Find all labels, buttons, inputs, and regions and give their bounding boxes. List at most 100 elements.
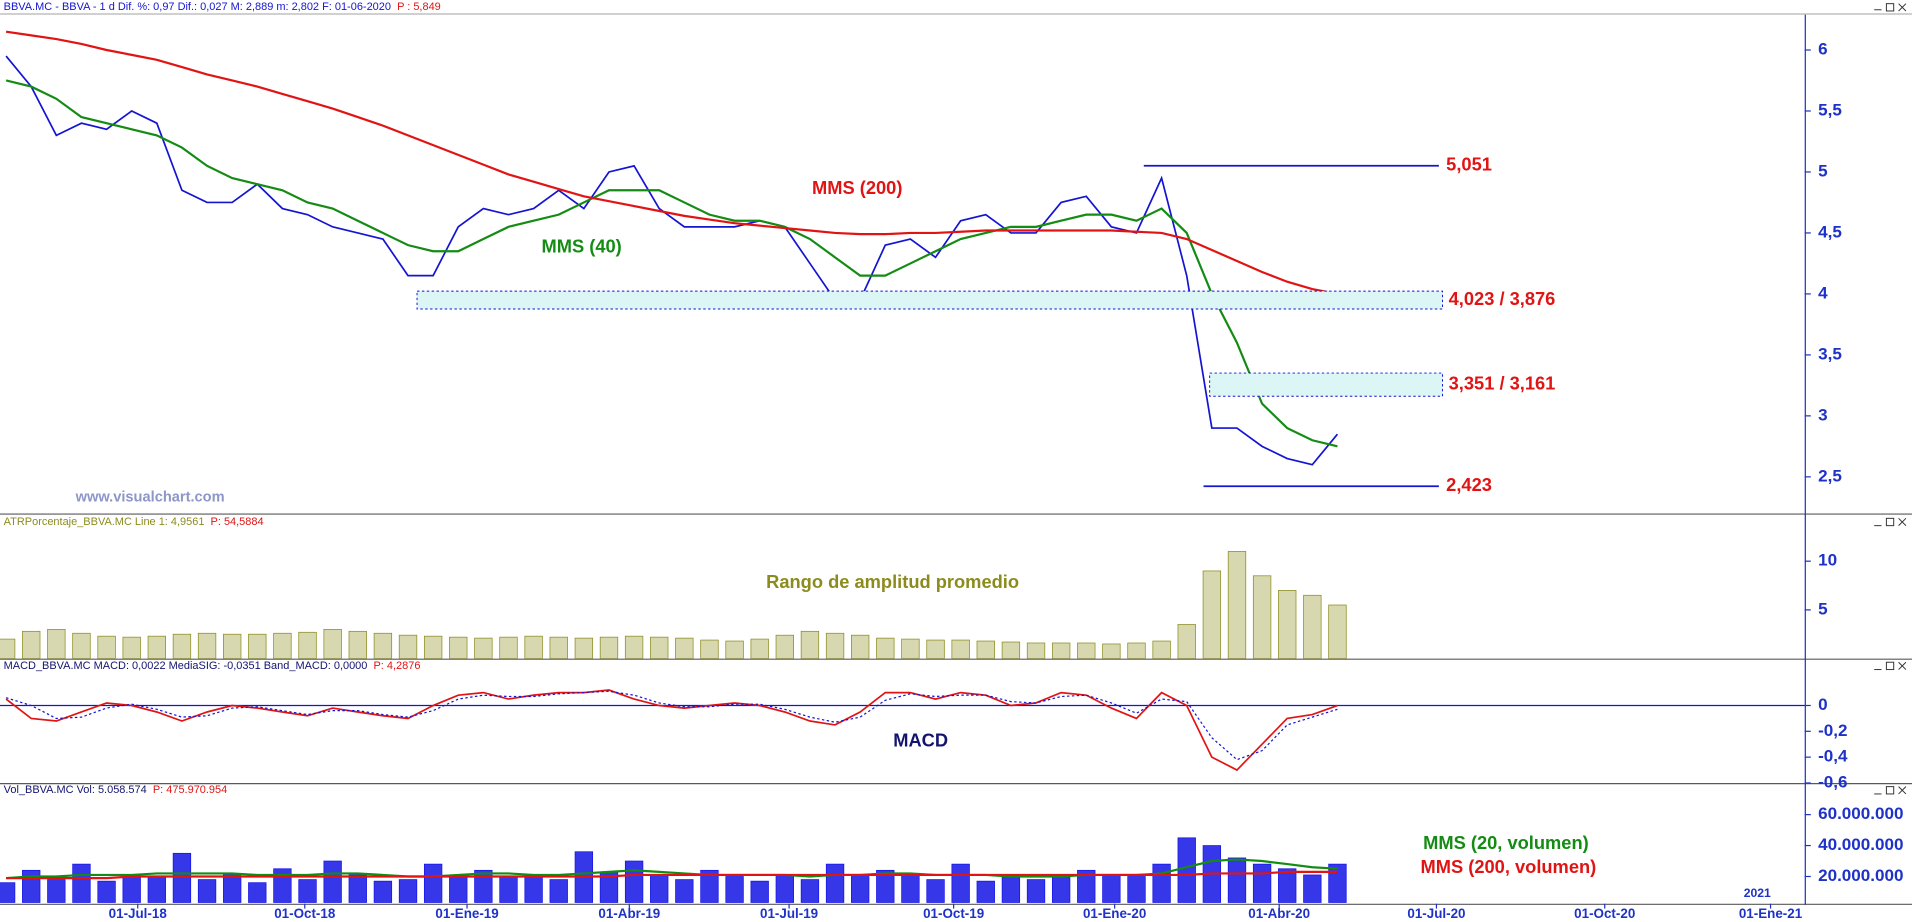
bar xyxy=(1328,604,1347,659)
y-tick-label: -0,4 xyxy=(1818,747,1848,766)
bar xyxy=(223,873,242,903)
bar xyxy=(474,869,493,903)
bar xyxy=(1001,876,1021,903)
x-tick-label: 01-Jul-18 xyxy=(109,906,168,921)
bar xyxy=(147,876,166,903)
bar xyxy=(951,639,970,659)
y-tick-label: 0 xyxy=(1818,695,1827,714)
panel xyxy=(5,30,1339,466)
bar xyxy=(1278,868,1297,903)
indicator-line xyxy=(6,870,1338,880)
support-zone xyxy=(416,290,1444,310)
bar xyxy=(1102,874,1121,903)
bar xyxy=(398,879,418,903)
bar xyxy=(47,879,66,903)
bar xyxy=(624,860,644,903)
panel-header-last: P : 5,849 xyxy=(397,1,441,13)
bar xyxy=(474,637,493,659)
bar xyxy=(97,635,116,659)
watermark: www.visualchart.com xyxy=(75,489,225,505)
bar xyxy=(0,638,16,659)
bar xyxy=(273,868,292,903)
bar xyxy=(323,860,342,903)
bar xyxy=(499,636,518,659)
bar xyxy=(398,634,418,659)
y-tick-label: 5 xyxy=(1818,599,1828,618)
bar xyxy=(197,879,217,903)
bar xyxy=(524,874,543,903)
bar xyxy=(650,636,669,659)
bar xyxy=(1026,879,1046,903)
indicator-line xyxy=(5,690,1338,761)
panel-header-last: P: 4,2876 xyxy=(373,660,420,672)
bar xyxy=(750,880,769,903)
x-tick-label: 01-Oct-20 xyxy=(1574,906,1635,921)
bar xyxy=(725,640,744,659)
bar xyxy=(22,630,41,659)
bar xyxy=(47,628,66,659)
indicator-label: Rango de amplitud promedio xyxy=(766,571,1019,592)
price-line xyxy=(5,689,1338,772)
y-tick-label: 60.000.000 xyxy=(1818,804,1903,823)
panel-header: BBVA.MC - BBVA - 1 d Dif. %: 0,97 Dif.: … xyxy=(4,1,391,13)
panel-header-last: P: 475.970.954 xyxy=(153,784,227,796)
bar xyxy=(449,636,468,659)
y-tick-label: 3,5 xyxy=(1818,344,1842,363)
bar xyxy=(1252,575,1272,659)
bar xyxy=(976,880,995,903)
panel-header: Vol_BBVA.MC Vol: 5.058.574 xyxy=(4,784,147,796)
x-tick-label: 01-Jul-20 xyxy=(1407,906,1465,921)
bar xyxy=(700,869,719,903)
panel xyxy=(0,689,1805,772)
panel-controls[interactable] xyxy=(1874,517,1907,527)
bar xyxy=(1303,874,1322,903)
bar xyxy=(976,640,995,659)
series-label: MMS (200) xyxy=(812,177,902,198)
bar xyxy=(775,874,794,903)
panel-controls[interactable] xyxy=(1874,661,1907,671)
bar xyxy=(1152,863,1171,903)
bar xyxy=(72,863,91,903)
bar xyxy=(1202,570,1222,659)
panel-controls[interactable] xyxy=(1874,3,1907,12)
bar xyxy=(800,879,820,903)
panel-header-last: P: 54,5884 xyxy=(211,516,264,528)
year-label: 2021 xyxy=(1744,886,1771,900)
bar xyxy=(574,637,594,659)
bar xyxy=(373,632,393,659)
x-tick-label: 01-Ene-19 xyxy=(435,906,498,921)
bar xyxy=(1102,643,1121,659)
window-controls xyxy=(1874,3,1907,795)
bar xyxy=(1227,857,1247,903)
bar xyxy=(172,852,192,903)
x-tick-label: 01-Jul-19 xyxy=(760,906,818,921)
bar xyxy=(800,630,820,659)
bar xyxy=(624,635,644,659)
bar xyxy=(549,636,568,659)
bar xyxy=(248,882,267,903)
bar xyxy=(1026,642,1046,659)
bar xyxy=(449,874,468,903)
zone-label: 3,351 / 3,161 xyxy=(1449,372,1556,393)
indicator-line xyxy=(5,79,1338,448)
bar xyxy=(1328,863,1347,903)
bar xyxy=(876,637,895,659)
x-tick-label: 01-Oct-18 xyxy=(274,906,336,921)
panel xyxy=(0,837,1347,903)
bar xyxy=(122,874,141,903)
panel-header: MACD_BBVA.MC MACD: 0,0022 MediaSIG: -0,0… xyxy=(4,660,368,672)
x-tick-label: 01-Abr-19 xyxy=(598,906,660,921)
bar xyxy=(97,880,116,903)
indicator-line xyxy=(5,30,1338,295)
bar xyxy=(775,634,794,659)
price-line xyxy=(5,55,1339,466)
y-tick-label: 6 xyxy=(1818,40,1827,59)
bar xyxy=(1001,641,1021,659)
panel-controls[interactable] xyxy=(1874,786,1907,795)
bar xyxy=(22,869,41,903)
bar xyxy=(323,628,342,659)
bar xyxy=(851,876,870,903)
support-zone xyxy=(1209,372,1444,397)
